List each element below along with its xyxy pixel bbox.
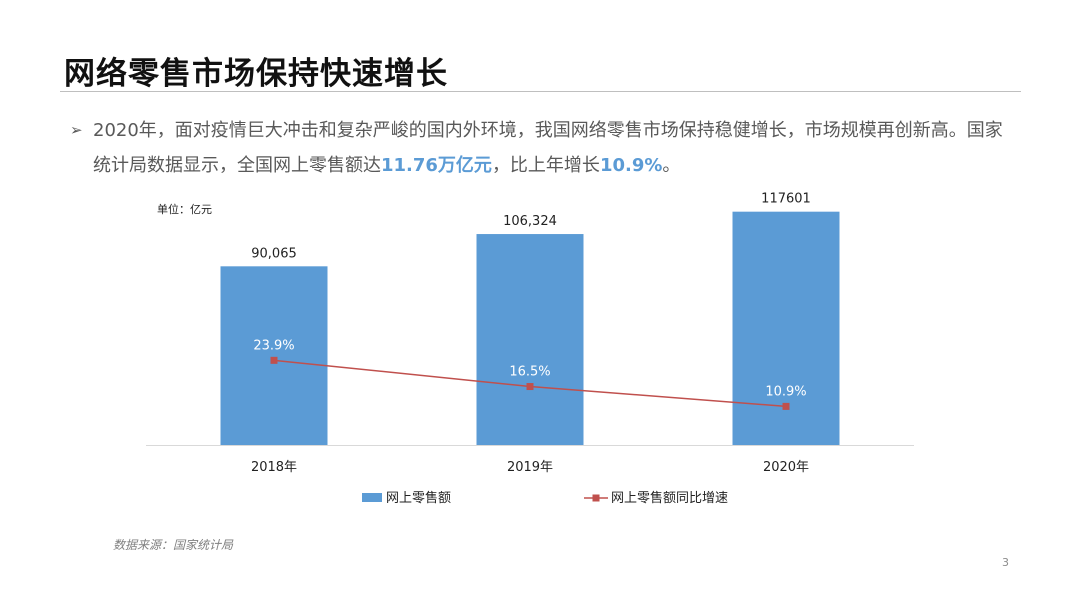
bar-1: [220, 266, 328, 445]
summary-text: 2020年，面对疫情巨大冲击和复杂严峻的国内外环境，我国网络零售市场保持稳健增长…: [93, 113, 1015, 183]
growth-value-label: 23.9%: [253, 338, 294, 353]
legend-line-label: 网上零售额同比增速: [611, 490, 728, 506]
chart-unit-label: 单位：亿元: [157, 202, 212, 216]
growth-value-label: 16.5%: [509, 365, 550, 380]
summary-text-part3: 。: [662, 155, 681, 176]
growth-value-label: 10.9%: [765, 384, 806, 399]
bar-value-label: 117601: [761, 192, 811, 207]
title-divider: [60, 91, 1021, 92]
legend-bar-swatch: [362, 493, 382, 502]
page-number: 3: [1002, 556, 1009, 569]
bar-value-label: 106,324: [503, 214, 557, 229]
legend-line-marker: [592, 494, 600, 502]
summary-text-part1: 2020年，面对疫情巨大冲击和复杂严峻的国内外环境，我国网络零售市场保持稳健增长…: [93, 120, 1003, 176]
data-source-note: 数据来源：国家统计局: [113, 538, 234, 552]
bar-3: [732, 211, 840, 445]
summary-text-part2: ，比上年增长: [491, 155, 600, 176]
growth-marker: [526, 383, 534, 391]
x-tick-label: 2020年: [763, 460, 809, 475]
bar-value-label: 90,065: [251, 246, 297, 261]
summary-bullet: ➢ 2020年，面对疫情巨大冲击和复杂严峻的国内外环境，我国网络零售市场保持稳健…: [70, 113, 1015, 183]
summary-highlight-growth: 10.9%: [599, 155, 663, 176]
growth-marker: [782, 402, 790, 410]
bar-2: [476, 234, 584, 445]
x-tick-label: 2018年: [251, 460, 297, 475]
slide-title: 网络零售市场保持快速增长: [64, 56, 448, 92]
bullet-arrow-icon: ➢: [70, 121, 83, 139]
summary-highlight-amount: 11.76万亿元: [381, 155, 492, 176]
legend-bar-label: 网上零售额: [386, 490, 451, 506]
x-tick-label: 2019年: [507, 460, 553, 475]
growth-marker: [270, 356, 278, 364]
